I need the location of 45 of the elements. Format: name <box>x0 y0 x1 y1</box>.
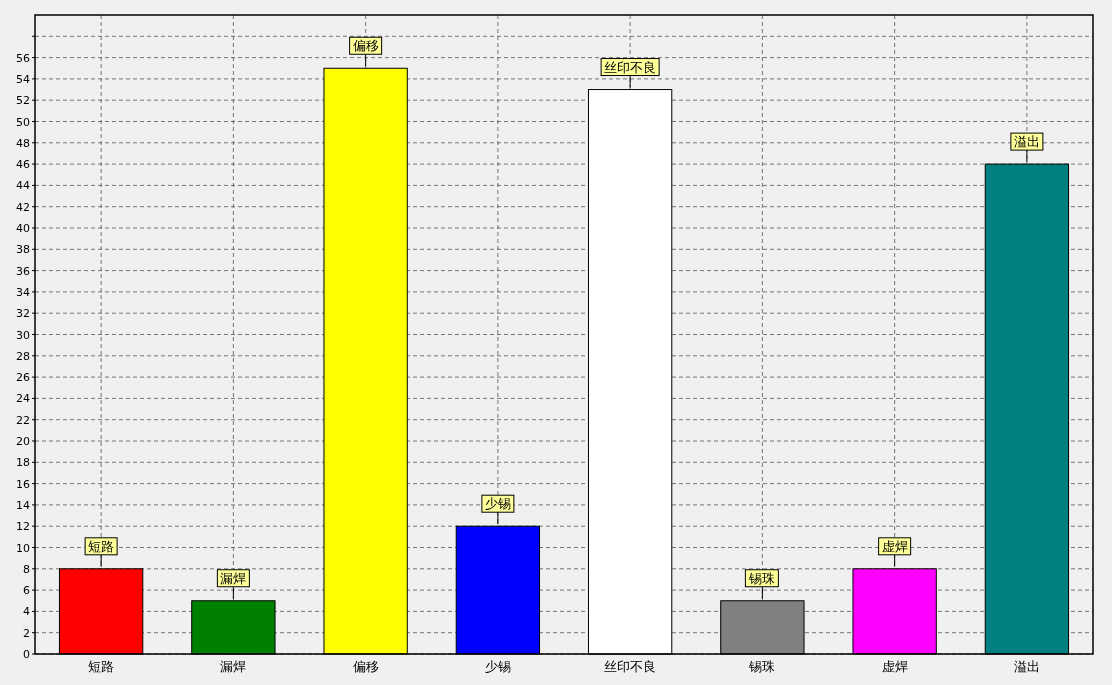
y-tick-label: 8 <box>23 562 30 576</box>
y-tick-label: 36 <box>16 264 30 278</box>
y-tick-label: 30 <box>16 328 30 342</box>
y-tick-label: 32 <box>16 307 30 321</box>
y-tick-label: 46 <box>16 158 30 172</box>
data-label: 虚焊 <box>881 538 908 554</box>
y-tick-label: 16 <box>16 477 30 491</box>
x-tick-label: 偏移 <box>352 659 379 674</box>
y-tick-label: 0 <box>23 648 30 661</box>
x-tick-label: 短路 <box>88 659 115 674</box>
y-tick-label: 42 <box>16 200 30 214</box>
y-tick-label: 20 <box>16 435 30 448</box>
data-label: 丝印不良 <box>604 59 657 75</box>
y-tick-label: 18 <box>16 456 30 470</box>
y-tick-label: 10 <box>16 541 30 555</box>
data-label: 少锡 <box>484 496 511 512</box>
y-tick-label: 26 <box>16 371 30 385</box>
y-tick-label: 54 <box>16 72 30 86</box>
y-tick-label: 24 <box>16 392 30 406</box>
data-label: 短路 <box>88 538 115 554</box>
data-label: 锡珠 <box>748 570 776 586</box>
y-tick-label: 6 <box>23 584 30 598</box>
x-tick-label: 少锡 <box>484 659 511 674</box>
data-label: 偏移 <box>352 38 379 54</box>
x-tick-label: 虚焊 <box>881 659 908 674</box>
x-tick-label: 漏焊 <box>220 659 247 674</box>
y-tick-label: 52 <box>16 94 30 108</box>
y-tick-label: 44 <box>16 179 30 193</box>
y-tick-label: 48 <box>16 136 30 150</box>
x-tick-label: 丝印不良 <box>604 659 657 674</box>
y-tick-label: 50 <box>16 115 30 129</box>
y-tick-label: 38 <box>16 243 30 257</box>
y-tick-label: 22 <box>16 413 30 427</box>
x-tick-label: 锡珠 <box>748 659 776 674</box>
y-tick-label: 34 <box>16 285 30 299</box>
y-tick-label: 14 <box>16 498 30 512</box>
y-tick-label: 12 <box>16 520 30 534</box>
y-tick-label: 56 <box>16 51 30 65</box>
data-label: 溢出 <box>1013 134 1040 150</box>
data-label: 漏焊 <box>220 570 247 586</box>
y-tick-label: 2 <box>23 626 30 640</box>
y-tick-label: 28 <box>16 349 30 363</box>
y-tick-label: 4 <box>23 605 30 619</box>
x-tick-label: 溢出 <box>1013 659 1040 674</box>
y-tick-label: 40 <box>16 222 30 235</box>
